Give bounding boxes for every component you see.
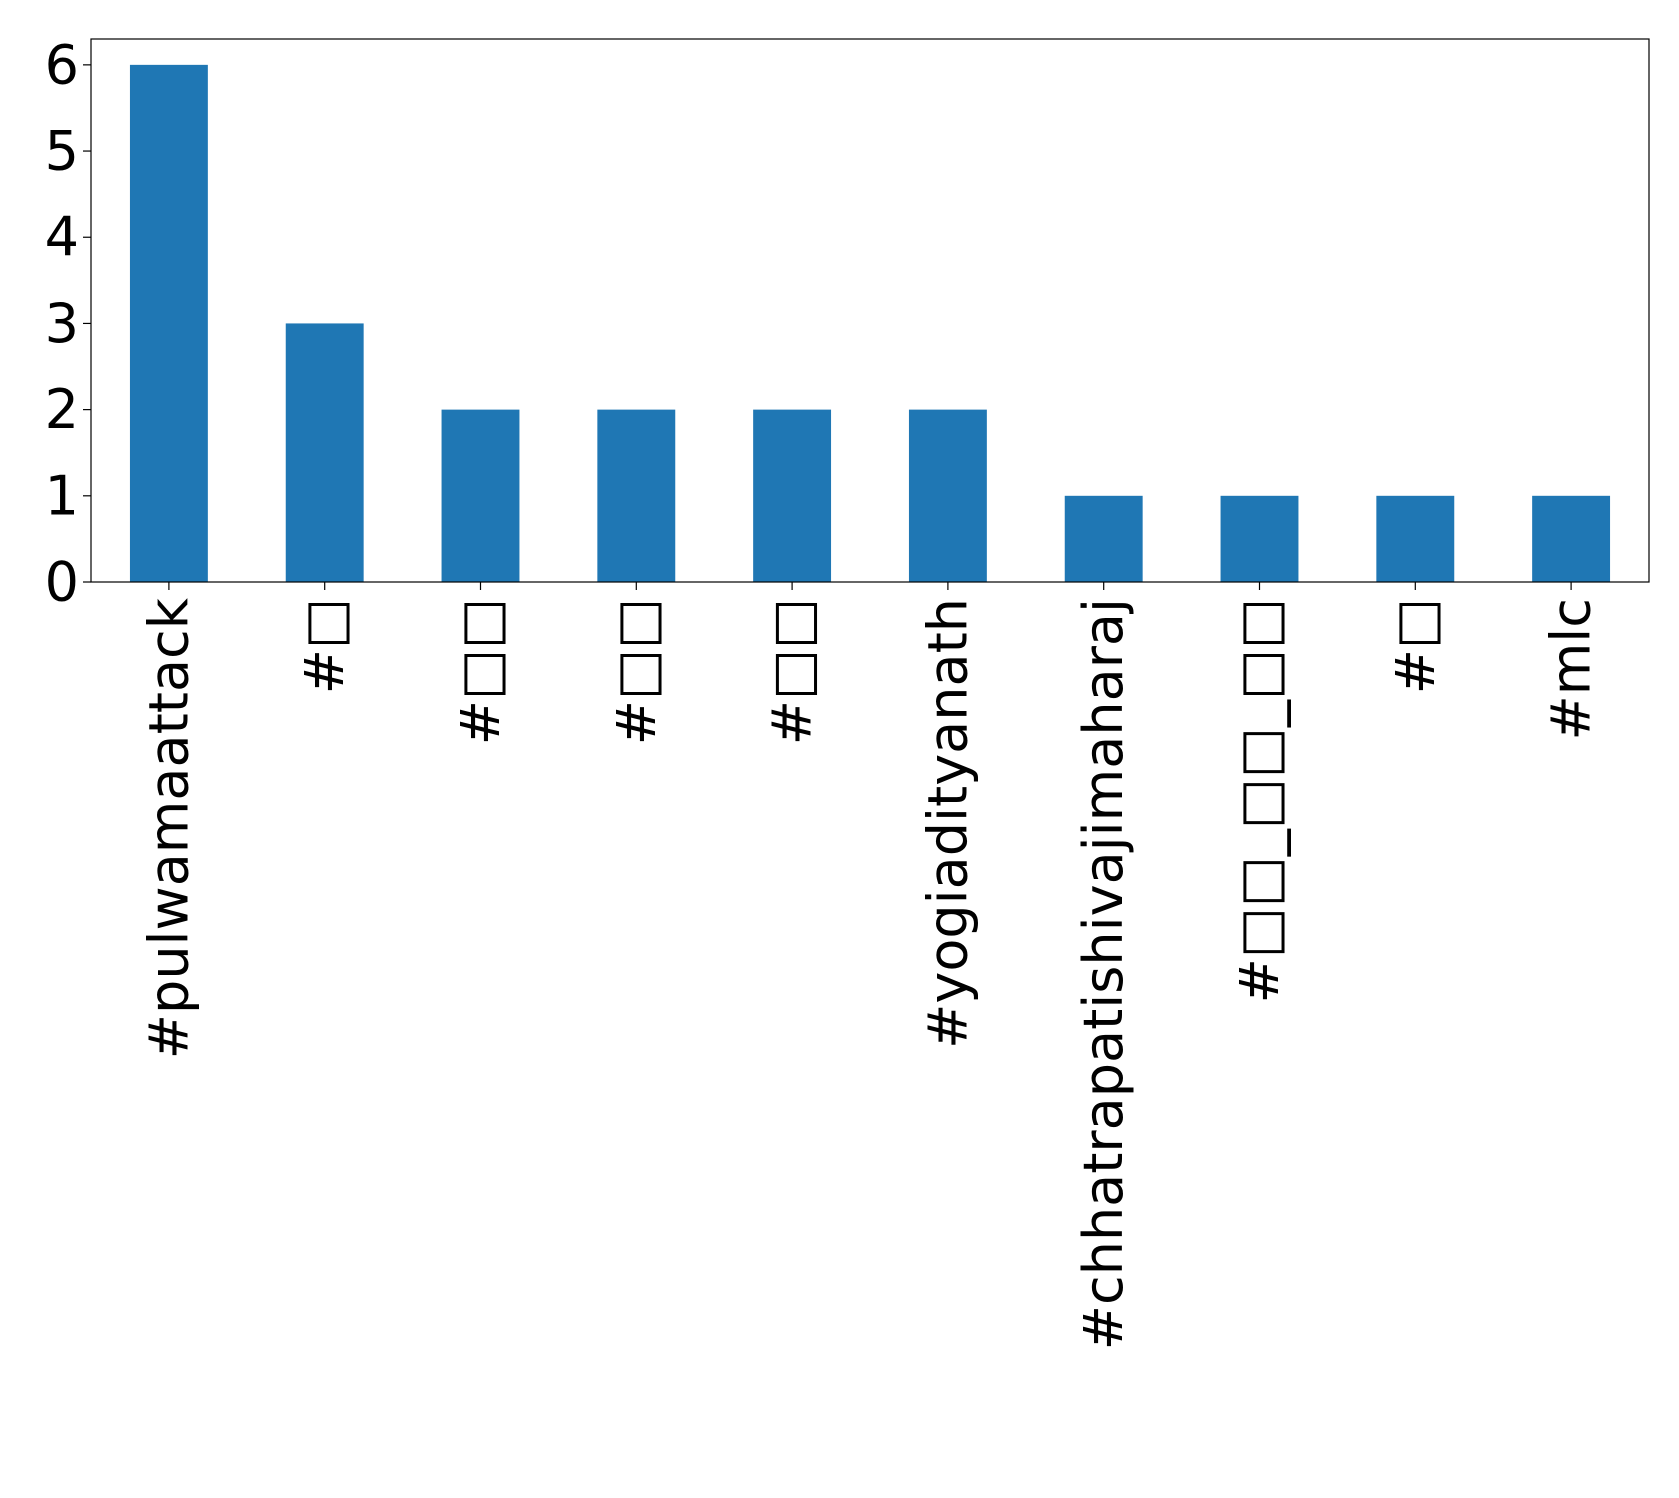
x-tick-label-4: #□□ [761,598,824,745]
x-tick-label-6: #chhatrapatishivajimaharaj [1072,598,1135,1350]
y-tick-label-3: 3 [45,292,79,355]
y-tick-label-6: 6 [45,33,79,96]
x-axis: #pulwamaattack #□ #□□ #□□ #□□ #yogiadityanath… [137,582,1603,1350]
plot-frame [90,38,1650,583]
bars-layer [129,64,1611,583]
bar-6 [1064,495,1143,582]
x-tick-label-8: #□ [1384,598,1447,694]
bar-5 [908,409,987,582]
y-tick-label-2: 2 [45,378,79,441]
x-tick-label-2: #□□ [449,598,512,745]
y-tick-label-1: 1 [45,464,79,527]
bar-4 [753,409,832,582]
bar-1 [285,323,364,582]
bar-8 [1376,495,1455,582]
y-axis: 0 1 2 3 4 5 6 [45,33,91,614]
bar-7 [1220,495,1299,582]
bar-3 [597,409,676,582]
bar-2 [441,409,520,582]
x-tick-label-7: #□□_□□_□□ [1228,598,1291,1003]
y-tick-label-5: 5 [45,120,79,183]
x-tick-label-9: #mlc [1540,598,1603,741]
bar-9 [1532,495,1611,582]
y-tick-label-0: 0 [45,551,79,614]
x-tick-label-0: #pulwamaattack [137,597,200,1059]
y-tick-label-4: 4 [45,206,79,269]
x-tick-label-1: #□ [293,598,356,694]
bar-0 [129,64,208,583]
x-tick-label-3: #□□ [605,598,668,745]
x-tick-label-5: #yogiadityanath [916,598,979,1049]
